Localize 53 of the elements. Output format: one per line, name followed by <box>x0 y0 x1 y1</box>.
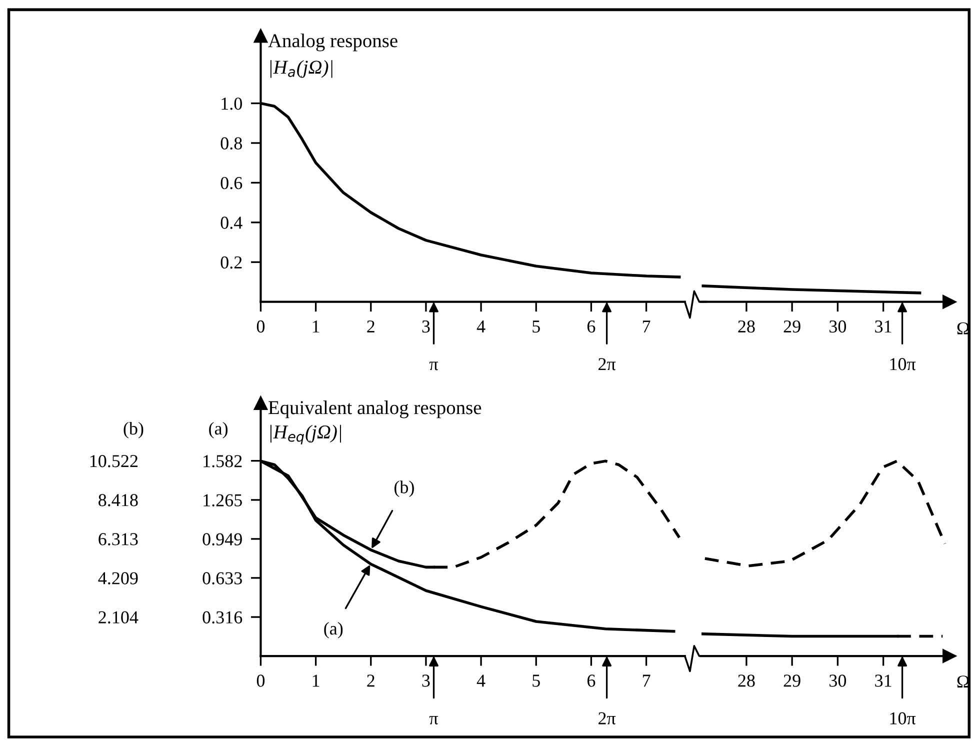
x-tick-label: 5 <box>532 320 540 333</box>
y-axis-title: (a) <box>209 422 228 438</box>
annotation: (a) <box>324 622 343 638</box>
text: |H$_{eq}$(jΩ)| <box>270 424 341 444</box>
y-tick-label: 0.2 <box>220 256 242 269</box>
text: 10π <box>890 358 916 370</box>
x-tick-label: 29 <box>784 320 800 333</box>
y-tick-label: 1.0 <box>222 98 242 110</box>
y-tick-label: 1.582 <box>204 455 242 468</box>
y-tick-label: 0.6 <box>220 176 242 190</box>
x-tick-label: 28 <box>738 674 755 687</box>
text: |H$_{a}$(jΩ)| <box>270 60 332 78</box>
x-tick-label: 31 <box>875 320 892 333</box>
text: 10π <box>890 712 916 724</box>
x-tick-label: 0 <box>256 320 265 333</box>
y-tick-label: 1.265 <box>204 494 242 506</box>
x-tick-label: 1 <box>312 674 320 687</box>
text: π <box>429 716 438 724</box>
annotation: (b) <box>394 480 414 497</box>
x-tick-label: 7 <box>642 320 650 332</box>
y-tick-label: 0.4 <box>220 216 242 229</box>
y-tick-label: 0.633 <box>202 572 242 584</box>
x-tick-label: 3 <box>422 320 430 333</box>
chart-title: Equivalent analog response <box>268 400 482 418</box>
x-tick-label: 30 <box>830 320 846 333</box>
x-tick-label: 3 <box>422 674 430 687</box>
x-tick-label: 5 <box>532 674 540 687</box>
x-tick-label: 6 <box>587 320 596 333</box>
y2-tick-label: 10.522 <box>90 455 138 468</box>
y2-tick-label: 4.209 <box>98 572 138 584</box>
y2-tick-label: 8.418 <box>98 494 138 506</box>
x-tick-label: 4 <box>476 674 486 687</box>
chart-title: Analog response <box>268 34 398 52</box>
x-tick-label: 2 <box>367 674 374 687</box>
x-tick-label: 7 <box>642 674 650 687</box>
y-tick-label: 0.949 <box>202 533 242 546</box>
x-tick-label: 1 <box>312 320 320 332</box>
y-tick-label: 0.8 <box>220 137 242 150</box>
x-tick-label: 6 <box>587 674 596 687</box>
text: 2π <box>598 712 616 724</box>
text: 2π <box>598 358 616 370</box>
x-tick-label: 0 <box>256 674 265 687</box>
y2-tick-label: 2.104 <box>98 611 138 624</box>
y2-tick-label: 6.313 <box>98 533 138 546</box>
x-tick-label: 4 <box>476 320 486 332</box>
x-tick-label: 28 <box>738 320 755 333</box>
x-tick-label: 2 <box>367 320 374 332</box>
y-tick-label: 0.316 <box>202 611 242 624</box>
x-tick-label: 29 <box>784 674 800 687</box>
y2-axis-title: (b) <box>124 422 144 438</box>
x-tick-label: 31 <box>875 674 892 687</box>
text: π <box>429 362 438 370</box>
x-tick-label: 30 <box>830 674 846 687</box>
